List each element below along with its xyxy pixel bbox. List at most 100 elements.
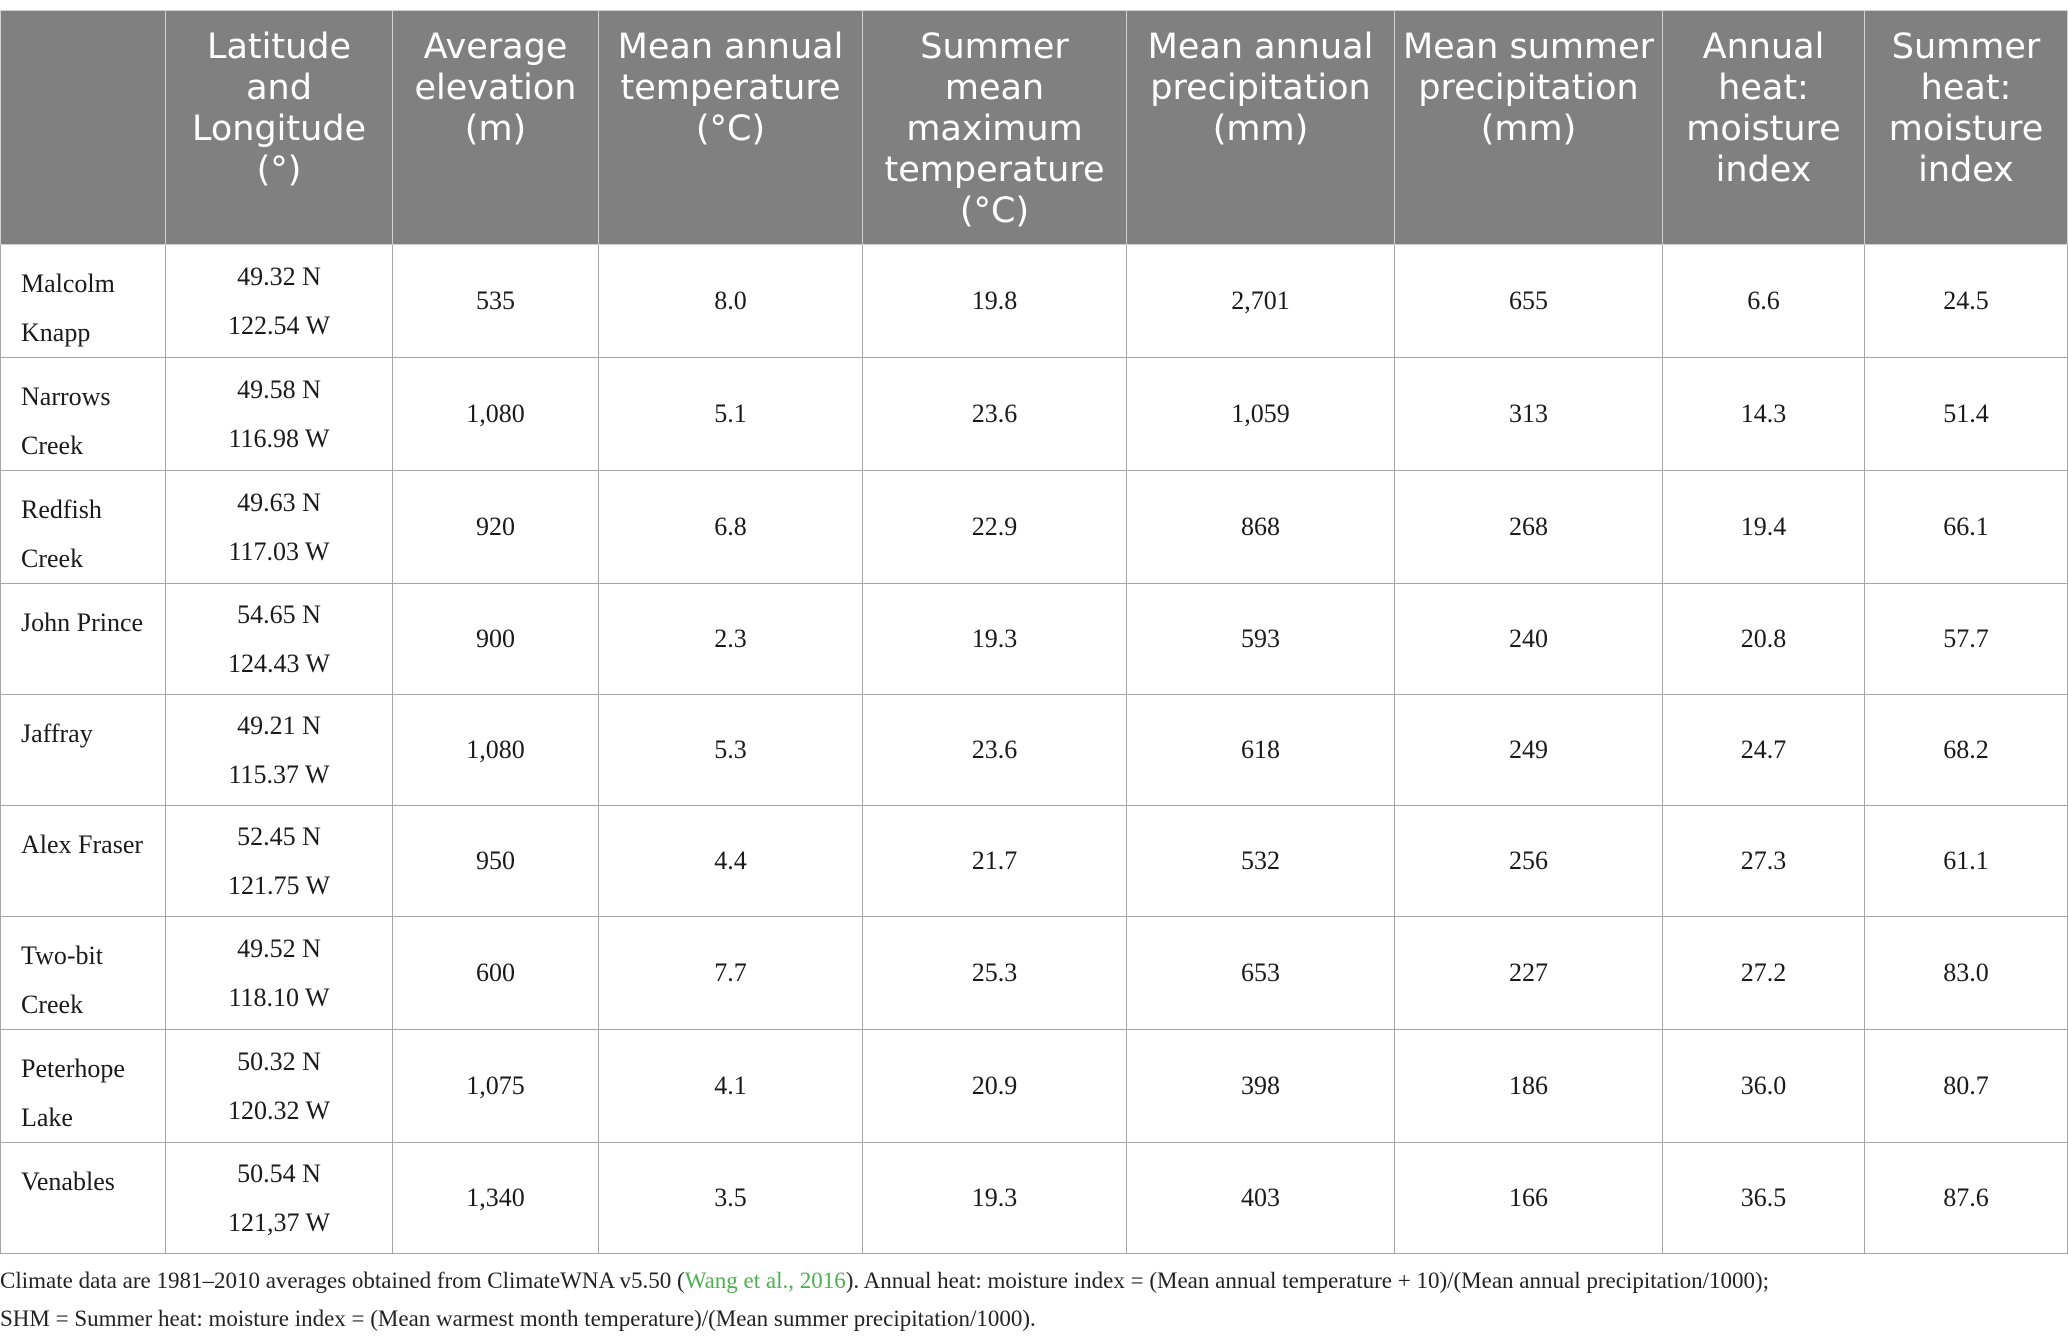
latitude: 50.54 N — [237, 1159, 321, 1188]
mean-summer-precip-cell: 240 — [1394, 583, 1663, 695]
longitude: 118.10 W — [228, 983, 330, 1012]
longitude: 120.32 W — [227, 1096, 331, 1125]
mean-annual-precip-cell: 532 — [1126, 805, 1395, 917]
site-name: Redfish Creek — [0, 470, 166, 584]
table-body: Malcolm Knapp 49.32 N 122.54 W 535 8.0 19… — [0, 244, 2068, 1254]
summer-max-temp-cell: 23.6 — [862, 694, 1127, 806]
summer-max-temp-cell: 22.9 — [862, 470, 1127, 584]
elevation-cell: 535 — [392, 244, 599, 358]
summer-hm-index-cell: 66.1 — [1864, 470, 2068, 584]
mean-summer-precip-cell: 186 — [1394, 1029, 1663, 1143]
site-name: Jaffray — [0, 694, 166, 806]
annual-hm-index-cell: 36.0 — [1662, 1029, 1865, 1143]
site-name: Malcolm Knapp — [0, 244, 166, 358]
elevation-cell: 920 — [392, 470, 599, 584]
annual-hm-index-cell: 27.2 — [1662, 916, 1865, 1030]
table-row: Jaffray 49.21 N 115.37 W 1,080 5.3 23.6 6… — [0, 694, 2068, 806]
mean-annual-precip-cell: 403 — [1126, 1142, 1395, 1254]
table-row: Malcolm Knapp 49.32 N 122.54 W 535 8.0 19… — [0, 244, 2068, 358]
longitude: 117.03 W — [228, 537, 330, 566]
footnote-line-2: SHM = Summer heat: moisture index = (Mea… — [0, 1306, 1036, 1331]
coordinates: 49.21 N 115.37 W — [165, 694, 393, 806]
longitude: 116.98 W — [228, 424, 330, 453]
latitude: 49.21 N — [237, 711, 321, 740]
summer-hm-index-cell: 24.5 — [1864, 244, 2068, 358]
summer-hm-index-cell: 68.2 — [1864, 694, 2068, 806]
site-name: Venables — [0, 1142, 166, 1254]
mean-annual-precip-cell: 653 — [1126, 916, 1395, 1030]
mean-summer-precip-cell: 227 — [1394, 916, 1663, 1030]
elevation-cell: 1,340 — [392, 1142, 599, 1254]
elevation-cell: 1,080 — [392, 694, 599, 806]
coordinates: 49.63 N 117.03 W — [165, 470, 393, 584]
header-elevation: Average elevation (m) — [392, 10, 599, 245]
mean-annual-precip-cell: 868 — [1126, 470, 1395, 584]
citation-link[interactable]: Wang et al., 2016 — [684, 1268, 846, 1293]
latitude: 49.32 N — [237, 262, 321, 291]
annual-hm-index-cell: 14.3 — [1662, 357, 1865, 471]
footnote-text: ). Annual heat: moisture index = (Mean a… — [845, 1268, 1770, 1293]
table-row: John Prince 54.65 N 124.43 W 900 2.3 19.3… — [0, 583, 2068, 695]
latitude: 49.52 N — [237, 934, 321, 963]
mean-annual-temp-cell: 4.1 — [598, 1029, 863, 1143]
summer-max-temp-cell: 19.3 — [862, 583, 1127, 695]
longitude: 121.75 W — [227, 871, 331, 900]
summer-max-temp-cell: 23.6 — [862, 357, 1127, 471]
latitude: 54.65 N — [237, 600, 321, 629]
header-lat-lon: Latitude and Longitude (°) — [165, 10, 393, 245]
header-mean-annual-precip: Mean annual precipitation (mm) — [1126, 10, 1395, 245]
mean-summer-precip-cell: 249 — [1394, 694, 1663, 806]
table-row: Venables 50.54 N 121,37 W 1,340 3.5 19.3 … — [0, 1142, 2068, 1254]
header-summer-max-temp: Summer mean maximum temperature (°C) — [862, 10, 1127, 245]
mean-summer-precip-cell: 313 — [1394, 357, 1663, 471]
header-mean-annual-temp: Mean annual temperature (°C) — [598, 10, 863, 245]
latitude: 49.58 N — [237, 375, 321, 404]
site-name: Narrows Creek — [0, 357, 166, 471]
mean-annual-temp-cell: 7.7 — [598, 916, 863, 1030]
mean-annual-temp-cell: 4.4 — [598, 805, 863, 917]
annual-hm-index-cell: 20.8 — [1662, 583, 1865, 695]
mean-summer-precip-cell: 655 — [1394, 244, 1663, 358]
elevation-cell: 1,075 — [392, 1029, 599, 1143]
summer-max-temp-cell: 19.8 — [862, 244, 1127, 358]
mean-annual-temp-cell: 2.3 — [598, 583, 863, 695]
summer-max-temp-cell: 25.3 — [862, 916, 1127, 1030]
elevation-cell: 900 — [392, 583, 599, 695]
header-row: Latitude and Longitude (°) Average eleva… — [0, 10, 2068, 245]
mean-annual-precip-cell: 1,059 — [1126, 357, 1395, 471]
site-name: Peterhope Lake — [0, 1029, 166, 1143]
coordinates: 52.45 N 121.75 W — [165, 805, 393, 917]
longitude: 122.54 W — [227, 311, 331, 340]
summer-hm-index-cell: 83.0 — [1864, 916, 2068, 1030]
elevation-cell: 950 — [392, 805, 599, 917]
site-name: John Prince — [0, 583, 166, 695]
summer-max-temp-cell: 21.7 — [862, 805, 1127, 917]
mean-annual-temp-cell: 5.3 — [598, 694, 863, 806]
table-header: Latitude and Longitude (°) Average eleva… — [0, 10, 2068, 245]
mean-annual-precip-cell: 398 — [1126, 1029, 1395, 1143]
mean-annual-temp-cell: 6.8 — [598, 470, 863, 584]
header-summer-hm-index: Summer heat: moisture index — [1864, 10, 2068, 245]
mean-annual-precip-cell: 593 — [1126, 583, 1395, 695]
elevation-cell: 1,080 — [392, 357, 599, 471]
coordinates: 49.32 N 122.54 W — [165, 244, 393, 358]
mean-summer-precip-cell: 268 — [1394, 470, 1663, 584]
coordinates: 49.52 N 118.10 W — [165, 916, 393, 1030]
header-annual-hm-index: Annual heat: moisture index — [1662, 10, 1865, 245]
coordinates: 50.32 N 120.32 W — [165, 1029, 393, 1143]
table-row: Peterhope Lake 50.32 N 120.32 W 1,075 4.1… — [0, 1029, 2068, 1143]
coordinates: 50.54 N 121,37 W — [165, 1142, 393, 1254]
mean-annual-temp-cell: 3.5 — [598, 1142, 863, 1254]
longitude: 115.37 W — [228, 760, 330, 789]
annual-hm-index-cell: 36.5 — [1662, 1142, 1865, 1254]
mean-annual-temp-cell: 5.1 — [598, 357, 863, 471]
coordinates: 49.58 N 116.98 W — [165, 357, 393, 471]
mean-summer-precip-cell: 256 — [1394, 805, 1663, 917]
summer-max-temp-cell: 19.3 — [862, 1142, 1127, 1254]
latitude: 52.45 N — [237, 822, 321, 851]
table-row: Two-bit Creek 49.52 N 118.10 W 600 7.7 25… — [0, 916, 2068, 1030]
summer-hm-index-cell: 51.4 — [1864, 357, 2068, 471]
longitude: 124.43 W — [227, 649, 331, 678]
summer-max-temp-cell: 20.9 — [862, 1029, 1127, 1143]
annual-hm-index-cell: 24.7 — [1662, 694, 1865, 806]
